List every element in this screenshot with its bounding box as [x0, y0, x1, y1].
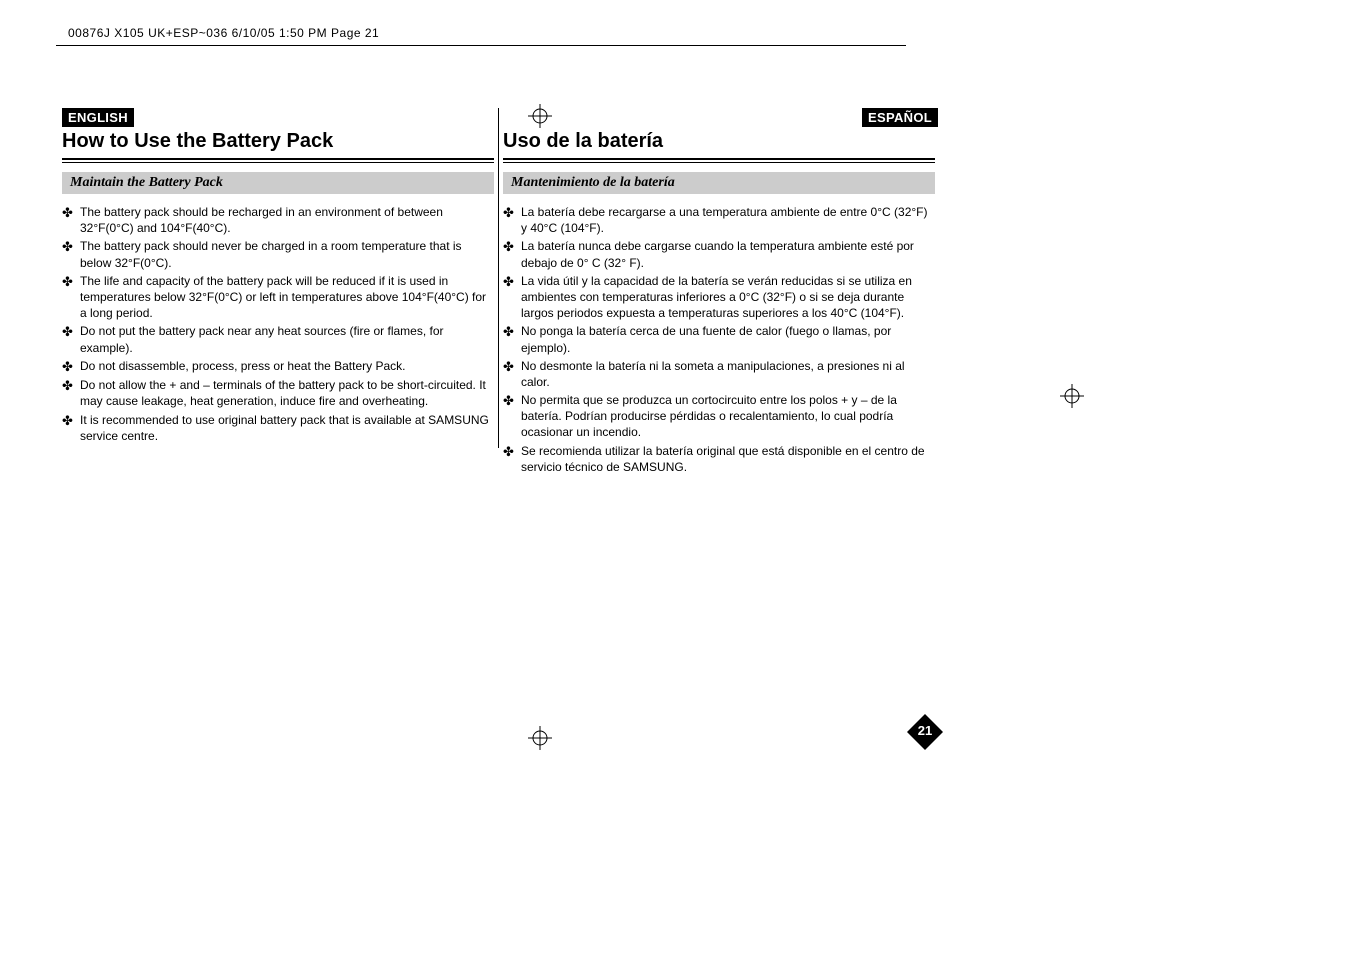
bullet-text: Do not put the battery pack near any hea… — [80, 323, 494, 355]
bullet-text: The battery pack should never be charged… — [80, 238, 494, 270]
header-rule — [56, 45, 906, 46]
bullet-icon: ✤ — [62, 377, 80, 409]
registration-mark-icon — [1060, 384, 1084, 408]
bullet-icon: ✤ — [62, 204, 80, 236]
bullet-text: No permita que se produzca un cortocircu… — [521, 392, 935, 441]
list-item: ✤The battery pack should be recharged in… — [62, 204, 494, 236]
bullet-icon: ✤ — [62, 323, 80, 355]
page-title-spanish: Uso de la batería — [503, 130, 663, 153]
list-item: ✤It is recommended to use original batte… — [62, 412, 494, 444]
list-item: ✤No permita que se produzca un cortocirc… — [503, 392, 935, 441]
bullet-icon: ✤ — [503, 238, 521, 270]
title-rule — [503, 162, 935, 163]
bullet-icon: ✤ — [503, 273, 521, 322]
list-item: ✤The battery pack should never be charge… — [62, 238, 494, 270]
bullet-icon: ✤ — [503, 323, 521, 355]
bullet-text: Se recomienda utilizar la batería origin… — [521, 443, 935, 475]
list-item: ✤Do not disassemble, process, press or h… — [62, 358, 494, 376]
header-filename: 00876J X105 UK+ESP~036 6/10/05 1:50 PM P… — [68, 26, 379, 40]
bullet-text: La vida útil y la capacidad de la baterí… — [521, 273, 935, 322]
title-rule — [62, 158, 494, 160]
bullet-icon: ✤ — [62, 273, 80, 322]
language-label-spanish: ESPAÑOL — [862, 108, 938, 127]
title-rule — [503, 158, 935, 160]
bullet-text: The battery pack should be recharged in … — [80, 204, 494, 236]
list-item: ✤La batería debe recargarse a una temper… — [503, 204, 935, 236]
list-item: ✤Do not put the battery pack near any he… — [62, 323, 494, 355]
bullet-text: No desmonte la batería ni la someta a ma… — [521, 358, 935, 390]
registration-mark-icon — [528, 104, 552, 128]
list-item: ✤La vida útil y la capacidad de la bater… — [503, 273, 935, 322]
column-divider — [498, 108, 499, 448]
bullet-text: Do not allow the + and – terminals of th… — [80, 377, 494, 409]
bullet-text: La batería nunca debe cargarse cuando la… — [521, 238, 935, 270]
bullet-text: No ponga la batería cerca de una fuente … — [521, 323, 935, 355]
bullet-text: It is recommended to use original batter… — [80, 412, 494, 444]
list-item: ✤No desmonte la batería ni la someta a m… — [503, 358, 935, 390]
bullet-icon: ✤ — [503, 443, 521, 475]
bullet-text: Do not disassemble, process, press or he… — [80, 358, 494, 376]
bullet-list-spanish: ✤La batería debe recargarse a una temper… — [503, 204, 935, 477]
bullet-text: La batería debe recargarse a una tempera… — [521, 204, 935, 236]
list-item: ✤Do not allow the + and – terminals of t… — [62, 377, 494, 409]
section-heading-text: Maintain the Battery Pack — [70, 175, 223, 191]
title-rule — [62, 162, 494, 163]
bullet-icon: ✤ — [62, 412, 80, 444]
page-number: 21 — [905, 723, 945, 738]
section-heading-spanish: Mantenimiento de la batería — [503, 172, 935, 194]
bullet-icon: ✤ — [503, 392, 521, 441]
language-label-english: ENGLISH — [62, 108, 134, 127]
list-item: ✤Se recomienda utilizar la batería origi… — [503, 443, 935, 475]
list-item: ✤The life and capacity of the battery pa… — [62, 273, 494, 322]
page-title-english: How to Use the Battery Pack — [62, 130, 333, 153]
bullet-icon: ✤ — [503, 204, 521, 236]
list-item: ✤La batería nunca debe cargarse cuando l… — [503, 238, 935, 270]
bullet-icon: ✤ — [62, 238, 80, 270]
section-heading-text: Mantenimiento de la batería — [511, 175, 675, 191]
list-item: ✤No ponga la batería cerca de una fuente… — [503, 323, 935, 355]
bullet-icon: ✤ — [62, 358, 80, 376]
section-heading-english: Maintain the Battery Pack — [62, 172, 494, 194]
bullet-icon: ✤ — [503, 358, 521, 390]
bullet-text: The life and capacity of the battery pac… — [80, 273, 494, 322]
bullet-list-english: ✤The battery pack should be recharged in… — [62, 204, 494, 446]
registration-mark-icon — [528, 726, 552, 750]
